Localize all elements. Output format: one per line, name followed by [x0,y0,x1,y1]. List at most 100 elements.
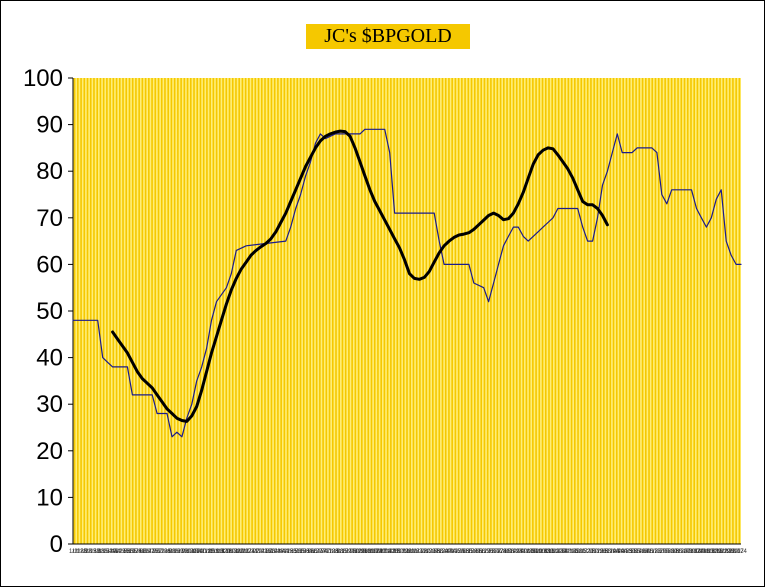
raw-series-line [72,128,742,438]
x-tick-label: 1/30 [414,549,426,555]
x-tick-label: 12/24 [732,549,748,555]
chart-title-box: JC's $BPGOLD [306,24,470,49]
x-tick-label: 8/22 [340,549,352,555]
x-tick-label: 10/9 [530,549,542,555]
x-tick-label: 9/13 [182,549,194,555]
x-tick-label: 1/22 [579,549,591,555]
y-tick-label: 70 [36,205,63,232]
x-tick-label: 3/22 [101,549,113,555]
x-tick-label: 4/9 [616,549,625,555]
x-tick-label: 7/3 [487,549,496,555]
x-tick-label: 6/5 [474,549,483,555]
x-tick-label: 11/15 [209,549,224,555]
x-tick-label: 5/22 [466,549,478,555]
x-tick-label: 2/13 [421,549,433,555]
x-tick-label: 9/27 [188,549,200,555]
x-tick-label: 3/13 [433,549,445,555]
x-tick-label: 11/27 [551,549,566,555]
x-tick-label: 9/3 [684,549,693,555]
x-tick-label: 6/21 [143,549,155,555]
x-tick-label: 1/8 [574,549,583,555]
x-tick-label: 5/30 [301,549,313,555]
x-tick-label: 11/28 [384,549,399,555]
x-tick-label: 7/17 [492,549,504,555]
x-tick-label: 7/25 [327,549,339,555]
x-tick-label: 2/20 [424,549,436,555]
x-tick-label: 3/26 [608,549,620,555]
x-tick-label: 6/13 [308,549,320,555]
x-tick-label: 7/2 [655,549,664,555]
x-tick-label: 10/25 [199,549,215,555]
x-tick-label: 8/6 [671,549,680,555]
x-tick-label: 7/12 [153,549,165,555]
x-tick-label: 2/28 [259,549,271,555]
x-tick-label: 6/19 [479,549,491,555]
x-tick-label: 3/8 [96,549,105,555]
x-tick-label: 10/29 [706,549,722,555]
x-tick-label: 4/11 [279,549,291,555]
x-tick-label: 2/6 [419,549,428,555]
x-tick-label: 12/5 [388,549,400,555]
x-tick-label: 6/28 [146,549,158,555]
x-tick-label: 9/26 [356,549,368,555]
x-tick-label: 1/3 [235,549,244,555]
x-tick-label: 9/4 [516,549,525,555]
x-tick-label: 10/3 [359,549,371,555]
x-tick-label: 5/23 [298,549,310,555]
x-tick-label: 3/27 [440,549,452,555]
x-tick-label: 3/29 [104,549,116,555]
x-tick-label: 6/7 [138,549,147,555]
x-tick-label: 7/9 [658,549,667,555]
x-tick-label: 5/14 [630,549,642,555]
x-tick-label: 4/12 [111,549,123,555]
x-tick-label: 5/9 [293,549,302,555]
x-tick-label: 5/31 [133,549,145,555]
x-tick-label: 1/1 [571,549,580,555]
x-tick-label: 12/18 [561,549,577,555]
x-tick-label: 11/21 [380,549,395,555]
x-tick-label: 1/10 [237,549,249,555]
x-tick-label: 10/4 [191,549,203,555]
y-tick-label: 80 [36,158,63,185]
x-tick-label: 2/8 [83,549,92,555]
x-tick-label: 6/25 [650,549,662,555]
x-tick-label: 9/12 [350,549,362,555]
x-tick-label: 10/30 [538,549,554,555]
x-tick-label: 8/1 [332,549,341,555]
x-tick-label: 5/3 [122,549,131,555]
x-tick-label: 12/10 [725,549,741,555]
x-tick-label: 6/26 [482,549,494,555]
x-tick-label: 3/14 [266,549,278,555]
y-tick-label: 30 [36,391,63,418]
x-tick-label: 3/12 [601,549,613,555]
x-tick-label: 5/29 [469,549,481,555]
x-tick-label: 12/17 [729,549,745,555]
x-tick-label: 6/12 [475,549,487,555]
x-tick-label: 9/17 [688,549,700,555]
x-tick-label: 8/20 [675,549,687,555]
x-tick-label: 5/24 [130,549,142,555]
x-tick-label: 6/4 [642,549,651,555]
x-tick-label: 9/5 [348,549,357,555]
x-tick-label: 5/17 [127,549,139,555]
x-tick-label: 11/14 [377,549,392,555]
x-tick-label: 12/6 [220,549,232,555]
chart-title: JC's $BPGOLD [324,25,452,47]
x-tick-label: 4/30 [624,549,636,555]
x-tick-label: 7/26 [159,549,171,555]
x-tick-label: 4/19 [114,549,126,555]
x-tick-label: 1/18 [72,549,84,555]
y-tick-label: 40 [36,345,63,372]
x-tick-label: 9/20 [185,549,197,555]
x-tick-label: 8/7 [503,549,512,555]
x-tick-label: 7/10 [488,549,500,555]
x-tick-label: 4/25 [285,549,297,555]
x-tick-label: 11/5 [711,549,723,555]
x-tick-label: 10/2 [527,549,539,555]
x-tick-label: 11/26 [719,549,734,555]
x-tick-label: 7/30 [666,549,678,555]
x-tick-label: 4/17 [450,549,462,555]
x-tick-label: 2/22 [88,549,100,555]
x-tick-label: 8/8 [335,549,344,555]
x-tick-label: 10/8 [698,549,710,555]
